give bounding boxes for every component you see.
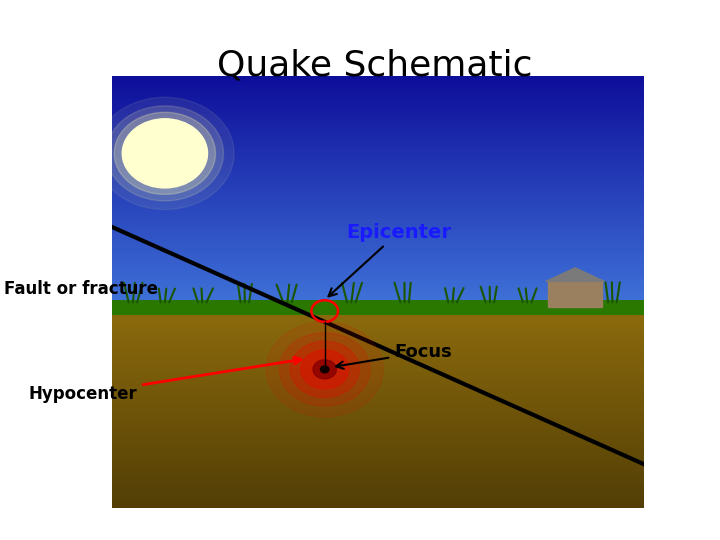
Circle shape <box>290 341 359 397</box>
Circle shape <box>96 97 234 210</box>
Text: Quake Schematic: Quake Schematic <box>217 49 532 83</box>
Circle shape <box>122 119 207 188</box>
Circle shape <box>266 322 383 417</box>
Polygon shape <box>546 268 604 281</box>
Circle shape <box>114 112 215 194</box>
Circle shape <box>301 350 348 389</box>
Text: Epicenter: Epicenter <box>328 223 451 296</box>
Text: Focus: Focus <box>336 343 451 369</box>
Text: Fault or fracture: Fault or fracture <box>4 280 158 298</box>
Circle shape <box>320 366 329 373</box>
Text: Hypocenter: Hypocenter <box>29 357 301 403</box>
Polygon shape <box>549 281 602 307</box>
Circle shape <box>107 106 223 201</box>
Circle shape <box>279 333 370 406</box>
Circle shape <box>313 360 336 379</box>
